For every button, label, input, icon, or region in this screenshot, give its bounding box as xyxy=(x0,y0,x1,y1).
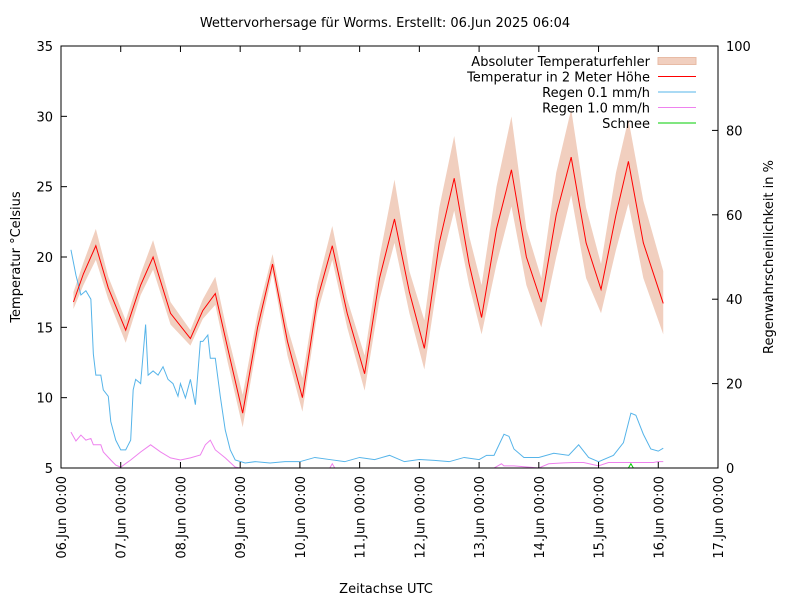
y-tick-label: 15 xyxy=(36,321,53,336)
y2-tick-label: 80 xyxy=(726,124,743,139)
x-tick-label: 08.Jun 00:00 xyxy=(174,476,189,559)
x-tick-label: 06.Jun 00:00 xyxy=(55,476,70,559)
legend-label: Absoluter Temperaturfehler xyxy=(471,55,650,70)
x-tick-label: 09.Jun 00:00 xyxy=(234,476,249,559)
y-axis-label: Temperatur °Celsius xyxy=(9,191,24,324)
chart-title: Wettervorhersage für Worms. Erstellt: 06… xyxy=(200,16,570,31)
y-tick-label: 10 xyxy=(36,392,53,407)
legend-label: Temperatur in 2 Meter Höhe xyxy=(466,71,650,86)
snow-series xyxy=(71,464,663,468)
legend-label: Schnee xyxy=(602,117,650,132)
y-tick-label: 35 xyxy=(36,40,53,55)
x-tick-label: 13.Jun 00:00 xyxy=(473,476,488,559)
x-tick-label: 07.Jun 00:00 xyxy=(115,476,130,559)
x-tick-label: 10.Jun 00:00 xyxy=(294,476,309,559)
error-band-layer xyxy=(73,109,663,427)
y2-tick-label: 60 xyxy=(726,209,743,224)
snow-series-line xyxy=(71,464,663,468)
x-tick-label: 16.Jun 00:00 xyxy=(652,476,667,559)
y2-tick-label: 100 xyxy=(726,40,751,55)
y-tick-label: 20 xyxy=(36,251,53,266)
x-tick-label: 17.Jun 00:00 xyxy=(712,476,727,559)
rain-1-0-series xyxy=(71,432,663,468)
x-tick-label: 12.Jun 00:00 xyxy=(413,476,428,559)
y2-axis-label: Regenwahrscheinlichkeit in % xyxy=(762,160,777,354)
x-axis-label: Zeitachse UTC xyxy=(339,582,433,597)
legend-label: Regen 1.0 mm/h xyxy=(542,102,650,117)
rain-1-0-series-line xyxy=(71,432,663,468)
y2-tick-label: 40 xyxy=(726,293,743,308)
y-tick-label: 25 xyxy=(36,181,53,196)
y2-tick-label: 0 xyxy=(726,462,734,477)
x-tick-label: 11.Jun 00:00 xyxy=(354,476,369,559)
temperature-error-band xyxy=(73,109,663,427)
y-tick-label: 30 xyxy=(36,110,53,125)
x-tick-label: 15.Jun 00:00 xyxy=(593,476,608,559)
y2-tick-label: 20 xyxy=(726,378,743,393)
legend-swatch-band xyxy=(658,58,696,65)
legend-label: Regen 0.1 mm/h xyxy=(542,86,650,101)
x-tick-label: 14.Jun 00:00 xyxy=(533,476,548,559)
y-tick-label: 5 xyxy=(45,462,53,477)
